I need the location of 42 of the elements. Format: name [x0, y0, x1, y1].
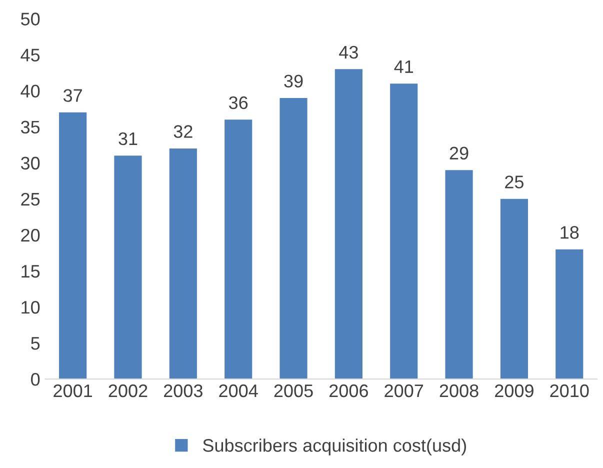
x-tick-label: 2003 [164, 384, 202, 398]
x-tick-label: 2007 [384, 384, 424, 398]
x-tick-label: 2005 [274, 384, 313, 398]
y-tick-label: 35 [20, 120, 40, 134]
x-tick-label: 2001 [54, 384, 92, 398]
x-tick-label: 2010 [550, 384, 589, 398]
data-label: 41 [394, 60, 414, 73]
y-tick-label: 25 [21, 192, 40, 206]
y-tick-label: 0 [31, 373, 40, 386]
bar [114, 156, 142, 380]
data-label: 39 [284, 74, 303, 88]
y-tick-label: 20 [21, 228, 40, 242]
bar [169, 148, 197, 380]
bar [224, 120, 252, 380]
data-label: 29 [450, 146, 468, 160]
legend-label: Subscribers acquisition cost(usd) [203, 438, 466, 456]
x-tick-label: 2006 [330, 384, 368, 398]
data-label: 31 [118, 132, 138, 146]
y-tick-label: 50 [21, 12, 40, 26]
bar [390, 84, 418, 380]
x-tick-label: 2008 [440, 384, 478, 398]
x-tick-label: 2009 [495, 384, 534, 398]
bar [500, 198, 528, 380]
y-tick-label: 15 [22, 265, 40, 278]
data-label: 25 [505, 176, 524, 188]
data-label: 43 [339, 46, 358, 59]
bar [59, 112, 87, 380]
bar [334, 69, 362, 380]
x-tick-label: 2004 [219, 384, 258, 398]
y-tick-label: 30 [20, 156, 40, 170]
y-tick-label: 5 [31, 337, 40, 350]
bar [280, 98, 308, 380]
data-label: 37 [63, 89, 82, 102]
bar [445, 170, 473, 380]
y-tick-label: 45 [20, 48, 40, 62]
data-label: 36 [228, 96, 248, 110]
data-label: 18 [560, 226, 579, 239]
y-tick-label: 10 [22, 300, 40, 314]
y-tick-label: 40 [20, 84, 40, 98]
bar [556, 249, 584, 380]
x-tick-label: 2002 [108, 384, 148, 398]
data-label: 32 [174, 125, 192, 138]
